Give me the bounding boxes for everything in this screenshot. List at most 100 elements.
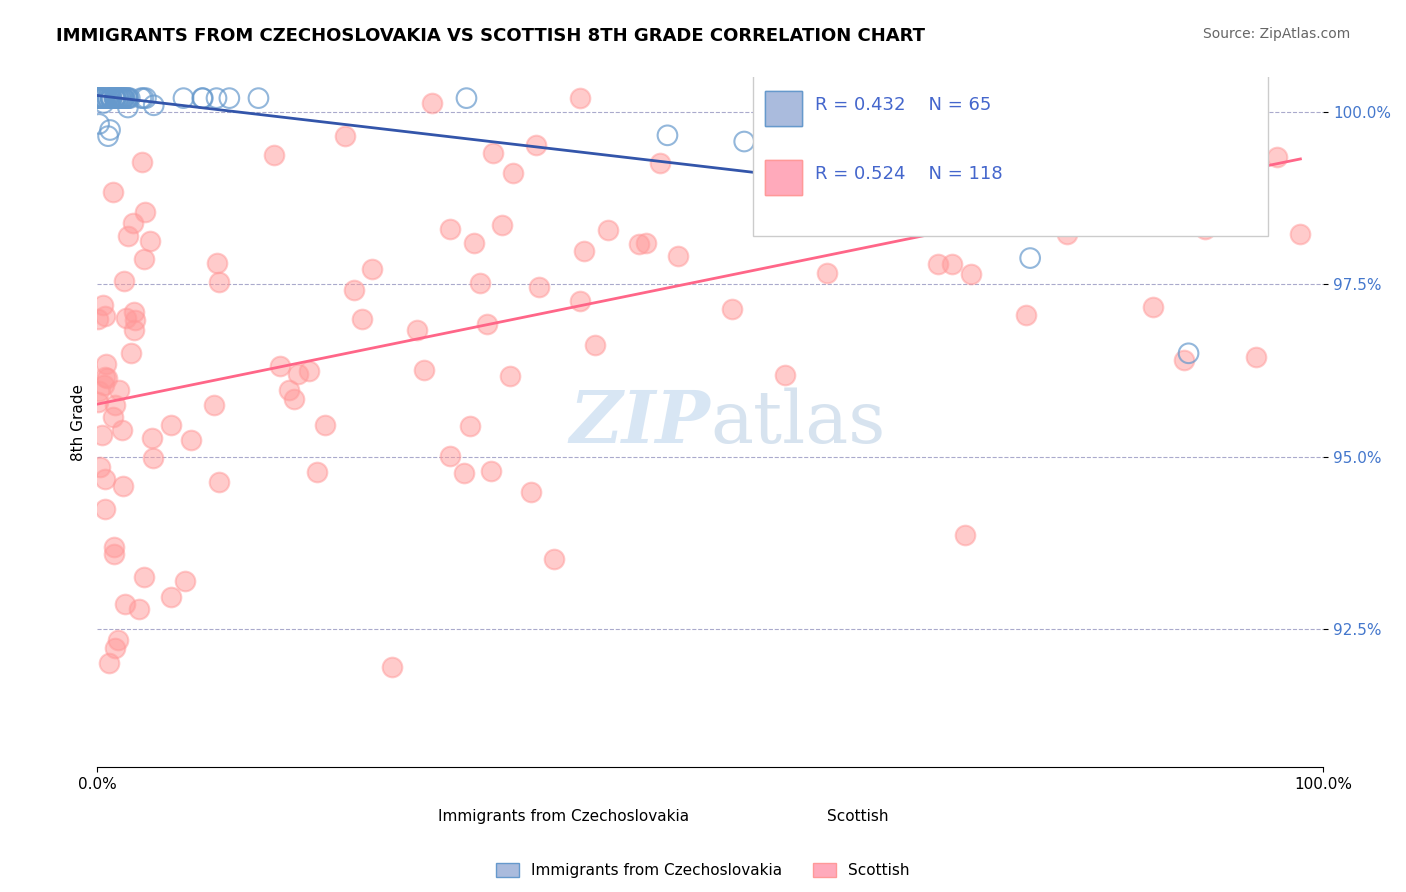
Text: ZIP: ZIP bbox=[569, 387, 710, 458]
Point bbox=[855, 180, 877, 194]
FancyBboxPatch shape bbox=[765, 161, 803, 194]
Point bbox=[115, 91, 138, 105]
Point bbox=[90, 91, 112, 105]
Point bbox=[1194, 222, 1216, 236]
Point bbox=[298, 364, 321, 378]
Point bbox=[247, 91, 270, 105]
Point bbox=[543, 551, 565, 566]
Point bbox=[103, 91, 125, 105]
Point bbox=[460, 418, 482, 433]
Point bbox=[93, 95, 115, 110]
Point bbox=[218, 91, 240, 105]
Point bbox=[636, 236, 658, 251]
Point bbox=[1216, 91, 1239, 105]
Point bbox=[141, 431, 163, 445]
Point bbox=[111, 423, 134, 437]
Point bbox=[405, 323, 427, 337]
Point bbox=[98, 123, 121, 137]
Point bbox=[90, 91, 112, 105]
Point bbox=[104, 91, 127, 105]
Point bbox=[114, 597, 136, 611]
Point bbox=[94, 309, 117, 323]
Point bbox=[917, 91, 939, 105]
FancyBboxPatch shape bbox=[765, 91, 803, 126]
Point bbox=[100, 91, 122, 105]
Point bbox=[89, 91, 111, 105]
Point bbox=[87, 91, 110, 105]
Point bbox=[475, 317, 498, 331]
Point bbox=[131, 91, 153, 105]
Point bbox=[128, 601, 150, 615]
Point bbox=[100, 91, 122, 105]
Point bbox=[361, 262, 384, 277]
Point bbox=[105, 91, 128, 105]
Point bbox=[89, 91, 111, 105]
Point bbox=[1142, 300, 1164, 314]
Point bbox=[1246, 350, 1268, 364]
Point bbox=[100, 91, 122, 105]
Point bbox=[86, 91, 108, 105]
Point bbox=[117, 101, 139, 115]
Point bbox=[1163, 91, 1185, 105]
Point bbox=[733, 135, 755, 149]
Point bbox=[117, 91, 139, 105]
Point bbox=[1056, 227, 1078, 241]
Point bbox=[94, 91, 117, 105]
Point bbox=[205, 91, 228, 105]
Point bbox=[794, 148, 817, 162]
Point bbox=[815, 266, 838, 280]
Point bbox=[89, 460, 111, 475]
Point bbox=[97, 91, 120, 105]
Point bbox=[122, 216, 145, 230]
Point bbox=[959, 267, 981, 281]
Point bbox=[174, 574, 197, 588]
Point bbox=[132, 570, 155, 584]
Y-axis label: 8th Grade: 8th Grade bbox=[72, 384, 86, 461]
Point bbox=[122, 323, 145, 337]
Point bbox=[568, 293, 591, 308]
Point bbox=[491, 218, 513, 232]
Point bbox=[569, 91, 592, 105]
Point bbox=[1289, 227, 1312, 242]
Point bbox=[627, 237, 650, 252]
Point bbox=[104, 91, 127, 105]
Point bbox=[208, 275, 231, 289]
Point bbox=[1015, 308, 1038, 322]
Point bbox=[101, 410, 124, 425]
Point bbox=[91, 298, 114, 312]
Point bbox=[208, 475, 231, 489]
Point bbox=[96, 91, 118, 105]
Point bbox=[107, 632, 129, 647]
Point bbox=[1094, 137, 1116, 152]
Point bbox=[787, 91, 810, 105]
Point bbox=[439, 222, 461, 236]
Point bbox=[463, 236, 485, 251]
Point bbox=[91, 91, 114, 105]
Point bbox=[112, 91, 135, 105]
Point bbox=[139, 234, 162, 248]
Point bbox=[96, 358, 118, 372]
Point bbox=[112, 479, 135, 493]
Point bbox=[122, 304, 145, 318]
Point bbox=[93, 377, 115, 392]
Point bbox=[104, 91, 127, 105]
Point bbox=[110, 91, 132, 105]
Point bbox=[93, 91, 115, 105]
Point bbox=[343, 283, 366, 297]
Point bbox=[583, 338, 606, 352]
Point bbox=[453, 466, 475, 480]
Point bbox=[132, 252, 155, 266]
Point bbox=[104, 398, 127, 412]
Point bbox=[124, 313, 146, 327]
Point bbox=[110, 91, 132, 105]
Point bbox=[111, 91, 134, 105]
Point bbox=[780, 91, 803, 105]
Point bbox=[112, 91, 135, 105]
Point bbox=[381, 660, 404, 674]
Text: Scottish: Scottish bbox=[827, 809, 889, 823]
Legend: Immigrants from Czechoslovakia, Scottish: Immigrants from Czechoslovakia, Scottish bbox=[491, 857, 915, 884]
Point bbox=[957, 91, 980, 105]
Point bbox=[159, 417, 181, 432]
Point bbox=[93, 91, 115, 105]
Point bbox=[104, 91, 127, 105]
